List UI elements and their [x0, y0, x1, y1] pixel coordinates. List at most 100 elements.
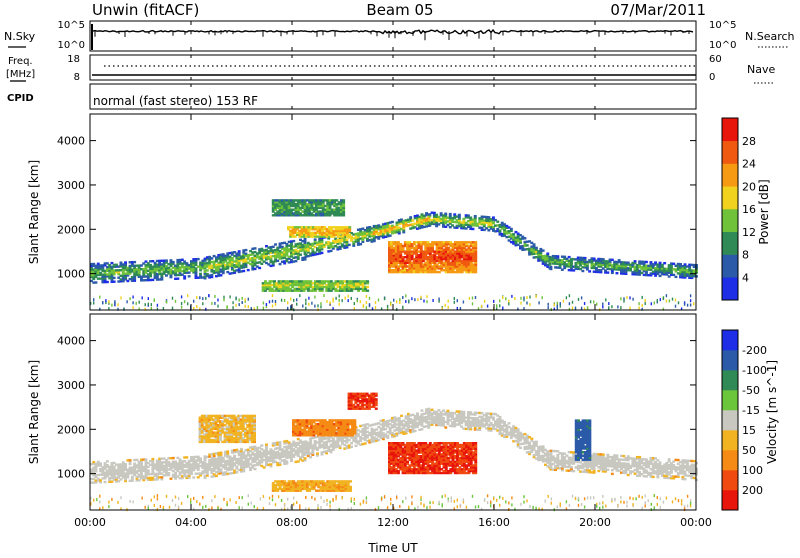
data-cell: [302, 305, 303, 308]
data-cell: [272, 305, 273, 308]
data-cell: [548, 303, 549, 306]
data-cell: [557, 306, 558, 309]
data-cell: [339, 445, 342, 447]
data-cell: [581, 307, 582, 310]
data-cell: [538, 301, 539, 304]
data-cell: [202, 302, 203, 305]
data-cell: [520, 297, 521, 300]
data-cell: [147, 469, 150, 471]
data-cell: [266, 303, 267, 306]
data-cell: [634, 260, 637, 262]
data-cell: [269, 300, 270, 303]
noise-left-label: N.Sky: [4, 30, 36, 43]
data-cell: [210, 274, 213, 276]
data-cell: [602, 306, 603, 309]
data-cell: [463, 301, 464, 304]
freq-left-label-1: Freq.: [8, 56, 33, 67]
data-cell: [475, 296, 476, 299]
data-cell: [508, 300, 509, 303]
data-cell: [548, 306, 549, 309]
data-cell: [114, 302, 115, 305]
data-cell: [402, 296, 403, 299]
data-cell: [93, 298, 94, 301]
data-cell: [102, 301, 103, 304]
data-cell: [167, 472, 170, 474]
data-cell: [226, 305, 227, 308]
data-cell: [605, 298, 606, 301]
data-cell: [690, 294, 691, 297]
data-cell: [332, 437, 335, 439]
data-cell: [462, 411, 465, 413]
data-cell: [220, 274, 223, 276]
freq-left-tick-bottom: 8: [74, 72, 80, 83]
data-cell: [260, 263, 263, 265]
data-cell: [113, 281, 116, 283]
data-cell: [275, 300, 276, 303]
data-cell: [187, 302, 188, 305]
beam-title: Beam 05: [366, 1, 433, 19]
data-cell: [348, 439, 351, 441]
data-cell: [528, 442, 531, 444]
data-cell: [556, 255, 559, 257]
data-cell: [472, 228, 475, 230]
data-cell: [206, 269, 209, 271]
data-cell: [360, 300, 361, 303]
data-cell: [560, 305, 561, 308]
data-cell: [453, 213, 456, 215]
data-cell: [339, 299, 340, 302]
data-cell: [375, 301, 376, 304]
data-cell: [405, 300, 406, 303]
data-cell: [132, 296, 133, 299]
data-cell: [638, 306, 639, 309]
data-cell: [184, 300, 185, 303]
data-cell: [608, 307, 609, 310]
data-cell: [451, 224, 454, 226]
data-cell: [126, 300, 127, 303]
data-cell: [148, 297, 149, 300]
data-cell: [569, 302, 570, 305]
data-cell: [654, 302, 655, 305]
data-cell: [120, 296, 121, 299]
data-cell: [332, 300, 333, 303]
data-cell: [399, 301, 400, 304]
data-cell: [581, 270, 584, 272]
data-cell: [645, 261, 648, 263]
data-cell: [442, 417, 445, 419]
data-cell: [187, 294, 188, 297]
data-cell: [299, 294, 300, 297]
data-cell: [295, 260, 298, 262]
data-cell: [136, 302, 137, 305]
data-cell: [391, 221, 394, 223]
data-cell: [438, 298, 439, 301]
data-cell: [111, 304, 112, 307]
data-cell: [669, 299, 670, 302]
data-cell: [587, 306, 588, 309]
data-cell: [584, 257, 587, 259]
data-cell: [487, 305, 488, 308]
data-cell: [181, 295, 182, 298]
data-cell: [369, 304, 370, 307]
data-cell: [199, 296, 200, 299]
colorbar-tick-label: 12: [742, 226, 756, 239]
data-cell: [157, 304, 158, 307]
data-cell: [445, 304, 446, 307]
freq-left-label-2: [MHz]: [6, 69, 35, 80]
data-cell: [279, 263, 282, 265]
data-cell: [239, 299, 240, 302]
data-cell: [93, 302, 94, 305]
data-cell: [414, 298, 415, 301]
data-cell: [492, 417, 495, 419]
data-cell: [108, 300, 109, 303]
data-cell: [560, 302, 561, 305]
data-cell: [242, 270, 245, 272]
data-cell: [524, 237, 527, 239]
data-cell: [296, 298, 297, 301]
data-cell: [202, 297, 203, 300]
data-cell: [357, 433, 360, 435]
data-cell: [535, 441, 538, 443]
data-cell: [499, 304, 500, 307]
data-cell: [393, 299, 394, 302]
noise-right-tick-bottom: 10^0: [709, 40, 736, 51]
data-cell: [229, 295, 230, 298]
